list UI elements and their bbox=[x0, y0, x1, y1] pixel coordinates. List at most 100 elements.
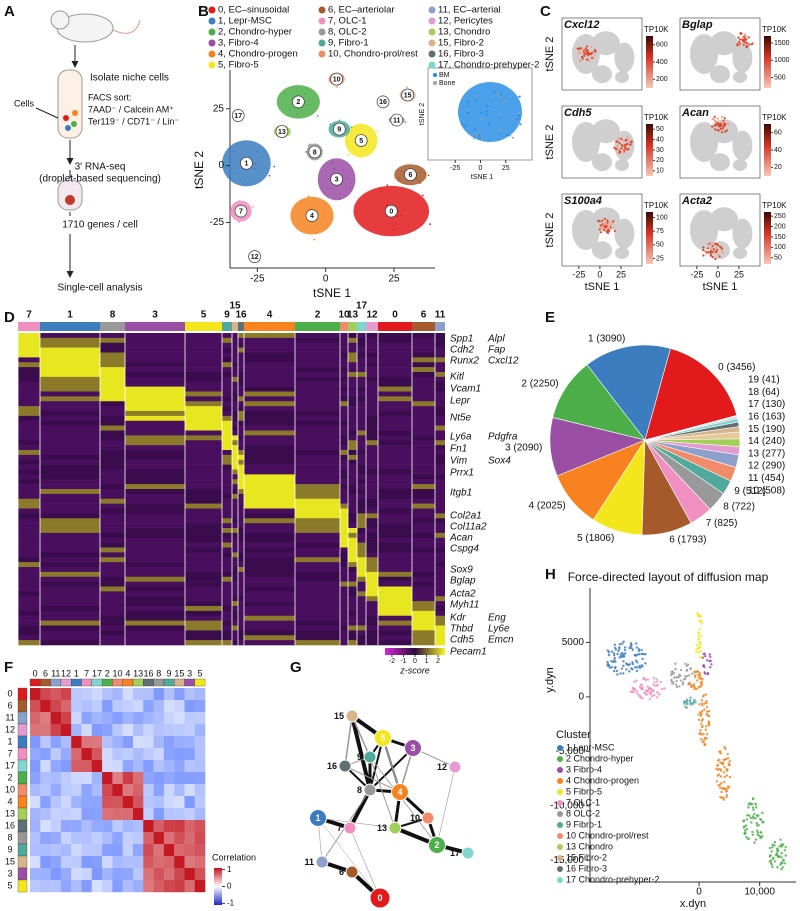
heatmap-cell bbox=[100, 411, 125, 417]
cell-dot bbox=[349, 186, 352, 189]
cluster-label: 7 bbox=[26, 310, 32, 321]
correlation-cell bbox=[30, 724, 41, 737]
heatmap-cell bbox=[378, 454, 412, 461]
heatmap-cell bbox=[348, 435, 357, 441]
inset-dot bbox=[473, 128, 476, 131]
heatmap-cell bbox=[18, 357, 40, 363]
heatmap-cell bbox=[18, 469, 40, 475]
heatmap-cell bbox=[100, 454, 125, 461]
cell-dot bbox=[700, 722, 703, 726]
cell-dot bbox=[780, 856, 783, 859]
heatmap-cell bbox=[340, 537, 348, 543]
cell-dot bbox=[649, 690, 653, 693]
legend-entry: 17 Chondro-prehyper-2 bbox=[566, 874, 660, 884]
colorbar-tick-label: 50 bbox=[774, 255, 782, 262]
panel-letter: A bbox=[4, 3, 15, 20]
cell-dot bbox=[342, 169, 345, 171]
heatmap-cell bbox=[100, 528, 125, 534]
correlation-cell bbox=[163, 844, 175, 857]
heatmap-cell bbox=[18, 508, 40, 514]
cluster-strip bbox=[435, 322, 445, 331]
heatmap-cell bbox=[435, 571, 445, 578]
cell-dot bbox=[745, 818, 749, 821]
heatmap-cell bbox=[295, 528, 340, 534]
heatmap-cell bbox=[232, 571, 238, 578]
correlation-cell bbox=[71, 856, 82, 869]
expression-dot bbox=[624, 146, 627, 150]
heatmap-cell bbox=[340, 630, 348, 636]
pie-label: 15 (190) bbox=[748, 424, 785, 435]
heatmap-cell bbox=[125, 591, 185, 597]
heatmap-cell bbox=[244, 454, 295, 461]
heatmap-cell bbox=[435, 440, 445, 446]
heatmap-cell bbox=[238, 630, 244, 636]
cell-dot bbox=[619, 672, 622, 675]
heatmap-cell bbox=[238, 635, 244, 641]
correlation-cell bbox=[133, 844, 144, 857]
heatmap-cell bbox=[100, 576, 125, 582]
heatmap-cell bbox=[40, 420, 100, 426]
expression-dot bbox=[621, 139, 624, 142]
cell-dot bbox=[388, 118, 391, 120]
correlation-cell bbox=[163, 688, 175, 701]
cluster-strip bbox=[378, 322, 412, 331]
heatmap-cell bbox=[295, 635, 340, 641]
heatmap-cell bbox=[295, 474, 340, 480]
correlation-cell bbox=[81, 880, 92, 893]
heatmap-cell bbox=[222, 635, 232, 641]
expression-dot bbox=[626, 142, 629, 145]
heatmap-cell bbox=[232, 596, 238, 602]
inset-dot bbox=[480, 111, 483, 114]
heatmap-cell bbox=[40, 391, 100, 397]
heatmap-cell bbox=[348, 620, 357, 626]
colorbar-tick-label: 1 bbox=[227, 865, 232, 874]
column-label: 1 bbox=[74, 668, 79, 678]
correlation-cell bbox=[194, 796, 206, 809]
expression-dot bbox=[721, 127, 724, 130]
cell-dot bbox=[655, 678, 658, 681]
cell-dot bbox=[693, 687, 696, 691]
heatmap-cell bbox=[100, 489, 125, 495]
heatmap-cell bbox=[222, 435, 232, 441]
heatmap-cell bbox=[366, 508, 378, 514]
heatmap-cell bbox=[295, 333, 340, 339]
node-label: 5 bbox=[380, 733, 385, 743]
gene-label: Myh11 bbox=[450, 600, 479, 611]
heatmap-cell bbox=[435, 420, 445, 426]
heatmap-cell bbox=[238, 557, 244, 563]
heatmap-cell bbox=[125, 376, 185, 383]
cluster-strip bbox=[40, 678, 51, 687]
heatmap-cell bbox=[222, 372, 232, 378]
heatmap-cell bbox=[366, 581, 378, 587]
heatmap-cell bbox=[340, 450, 348, 456]
heatmap-cell bbox=[357, 450, 366, 456]
heatmap-cell bbox=[244, 445, 295, 451]
heatmap-cell bbox=[238, 498, 244, 504]
heatmap-cell bbox=[222, 342, 232, 348]
heatmap-cell bbox=[348, 596, 357, 602]
correlation-cell bbox=[71, 796, 82, 809]
heatmap-cell bbox=[185, 381, 222, 387]
legend-swatch bbox=[557, 877, 563, 883]
heatmap-cell bbox=[295, 420, 340, 426]
heatmap-cell bbox=[100, 464, 125, 470]
heatmap-cell bbox=[435, 347, 445, 353]
gene-name: Acan bbox=[681, 107, 709, 119]
correlation-cell bbox=[163, 868, 175, 881]
tsne-background bbox=[615, 71, 629, 84]
heatmap-cell bbox=[185, 542, 222, 548]
legend-entry: 13 Chondro bbox=[566, 841, 613, 851]
row-label: 17 bbox=[5, 760, 15, 770]
gene-label: Ly6e bbox=[488, 624, 510, 635]
heatmap-cell bbox=[185, 606, 222, 612]
inset-legend-swatch bbox=[433, 81, 437, 85]
expression-dot bbox=[606, 229, 610, 232]
cell-dot bbox=[630, 646, 633, 650]
expression-dot bbox=[603, 217, 607, 220]
heatmap-cell bbox=[238, 420, 244, 426]
heatmap-cell bbox=[348, 411, 357, 417]
column-label: 4 bbox=[125, 668, 130, 678]
correlation-cell bbox=[133, 712, 144, 725]
heatmap-cell bbox=[435, 401, 445, 407]
y-axis-title: y.dyn bbox=[544, 667, 556, 692]
